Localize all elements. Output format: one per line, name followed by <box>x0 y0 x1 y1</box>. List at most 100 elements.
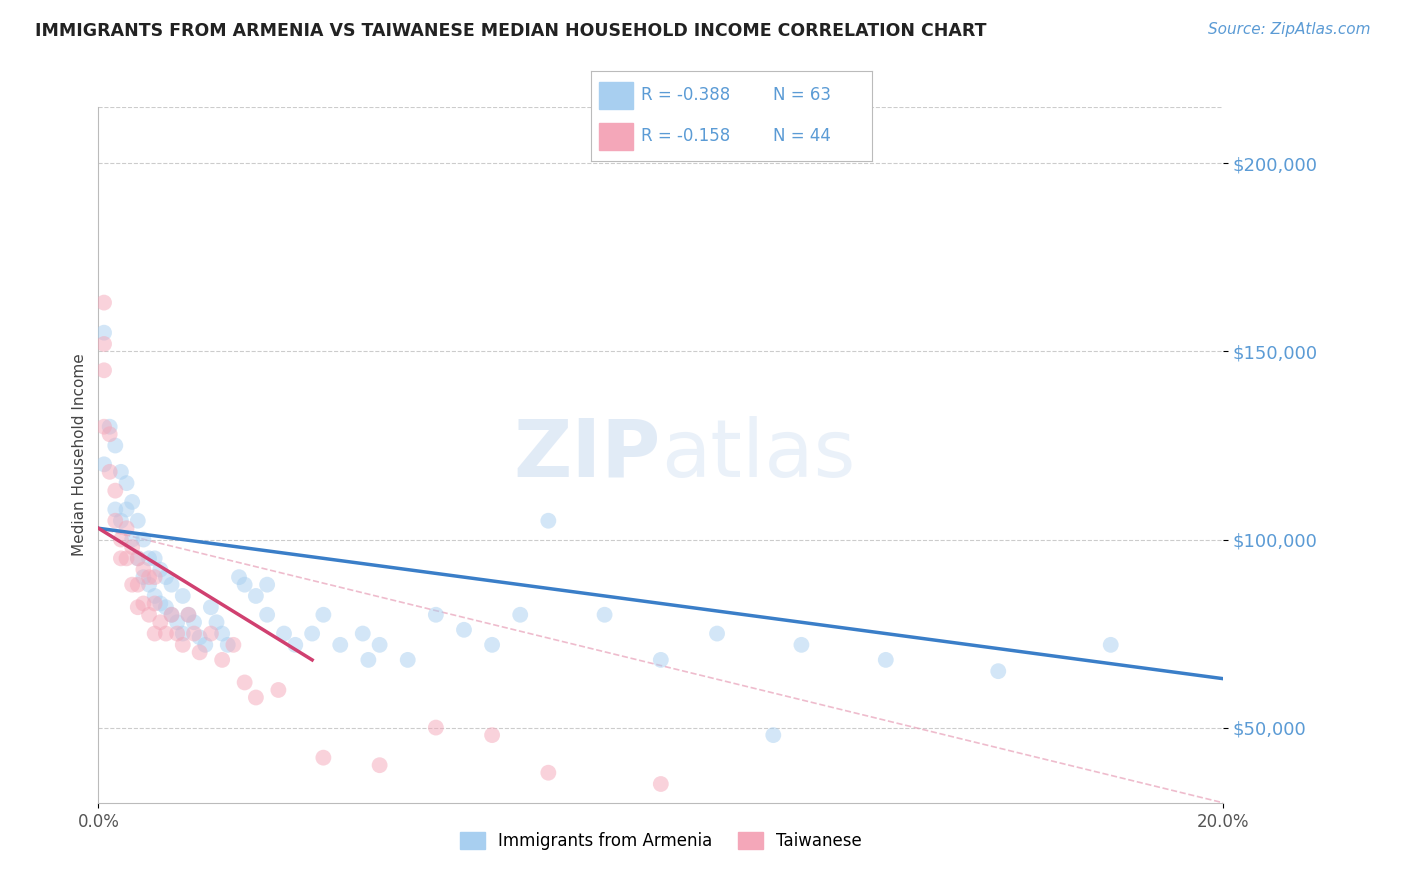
Point <box>357 653 380 667</box>
Point <box>93 295 115 310</box>
Point <box>138 607 160 622</box>
Point <box>183 615 205 630</box>
Point <box>115 521 138 535</box>
Point <box>245 690 267 705</box>
Point <box>155 570 177 584</box>
Point <box>127 514 149 528</box>
Point <box>650 777 672 791</box>
Point <box>127 551 149 566</box>
Point <box>481 728 503 742</box>
Point <box>166 615 188 630</box>
Point <box>132 533 155 547</box>
Point <box>211 653 233 667</box>
Point <box>138 570 160 584</box>
Point <box>425 721 447 735</box>
Point <box>245 589 267 603</box>
Point <box>875 653 897 667</box>
Point <box>143 551 166 566</box>
Point <box>110 514 132 528</box>
Point <box>172 589 194 603</box>
Point <box>132 570 155 584</box>
Point <box>256 607 278 622</box>
Point <box>762 728 785 742</box>
Point <box>160 607 183 622</box>
Point <box>1099 638 1122 652</box>
Point <box>149 615 172 630</box>
Point <box>121 533 143 547</box>
Point <box>650 653 672 667</box>
Point <box>284 638 307 652</box>
Point <box>211 626 233 640</box>
Point <box>160 577 183 591</box>
Point <box>127 551 149 566</box>
Point <box>267 683 290 698</box>
Point <box>194 638 217 652</box>
Point <box>188 630 211 644</box>
Point <box>149 597 172 611</box>
Text: atlas: atlas <box>661 416 855 494</box>
Point <box>98 427 121 442</box>
Point <box>149 563 172 577</box>
Point <box>987 664 1010 678</box>
Point <box>301 626 323 640</box>
Point <box>143 570 166 584</box>
Point <box>115 551 138 566</box>
Point <box>312 750 335 764</box>
Point <box>228 570 250 584</box>
Point <box>121 495 143 509</box>
Point <box>104 438 127 452</box>
Point <box>132 597 155 611</box>
Point <box>233 675 256 690</box>
Point <box>93 419 115 434</box>
Point <box>312 607 335 622</box>
Point <box>93 337 115 351</box>
Point <box>329 638 352 652</box>
Point <box>256 577 278 591</box>
Text: N = 63: N = 63 <box>773 87 831 104</box>
Text: IMMIGRANTS FROM ARMENIA VS TAIWANESE MEDIAN HOUSEHOLD INCOME CORRELATION CHART: IMMIGRANTS FROM ARMENIA VS TAIWANESE MED… <box>35 22 987 40</box>
Point <box>790 638 813 652</box>
Point <box>115 476 138 491</box>
Point <box>453 623 475 637</box>
Point <box>132 563 155 577</box>
Point <box>138 551 160 566</box>
Point <box>121 540 143 554</box>
Point <box>104 514 127 528</box>
Point <box>143 597 166 611</box>
Point <box>160 607 183 622</box>
Point <box>200 600 222 615</box>
Point <box>537 514 560 528</box>
Point <box>425 607 447 622</box>
Bar <box>599 82 633 109</box>
Point <box>222 638 245 652</box>
Legend: Immigrants from Armenia, Taiwanese: Immigrants from Armenia, Taiwanese <box>453 826 869 857</box>
Point <box>368 758 391 772</box>
Point <box>127 600 149 615</box>
Point <box>93 363 115 377</box>
Point <box>166 626 188 640</box>
Point <box>110 465 132 479</box>
Point <box>183 626 205 640</box>
Point <box>593 607 616 622</box>
Point <box>217 638 239 652</box>
Point <box>115 502 138 516</box>
Text: ZIP: ZIP <box>513 416 661 494</box>
Point <box>177 607 200 622</box>
Point <box>509 607 531 622</box>
Point <box>155 600 177 615</box>
Point <box>188 645 211 659</box>
Point <box>706 626 728 640</box>
Point <box>143 626 166 640</box>
Point <box>121 577 143 591</box>
Point <box>98 465 121 479</box>
Point <box>352 626 374 640</box>
Point <box>172 626 194 640</box>
Point <box>143 589 166 603</box>
Point <box>104 502 127 516</box>
Point <box>200 626 222 640</box>
Point <box>205 615 228 630</box>
Point <box>481 638 503 652</box>
Point <box>93 326 115 340</box>
Point <box>127 577 149 591</box>
Point <box>396 653 419 667</box>
